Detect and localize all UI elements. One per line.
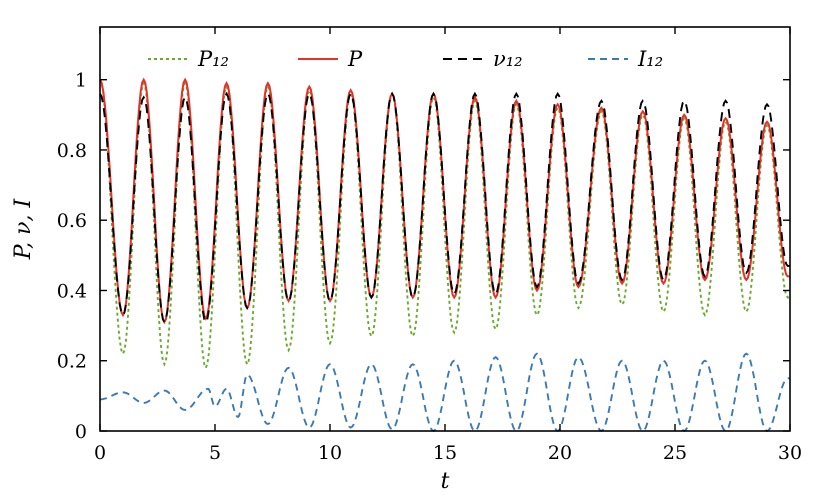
x-tick-label: 25	[663, 442, 687, 464]
x-tick-label: 30	[778, 442, 802, 464]
legend-label-1: P	[347, 47, 363, 71]
legend-label-0: P₁₂	[197, 47, 229, 71]
legend-label-2: ν₁₂	[493, 47, 523, 71]
y-tick-label: 0.4	[57, 280, 87, 302]
series-line-2	[99, 91, 790, 325]
x-tick-label: 0	[94, 442, 106, 464]
x-axis-label: t	[441, 469, 450, 494]
series-line-1	[99, 77, 790, 325]
legend-label-3: I₁₂	[637, 47, 663, 71]
y-tick-label: 0.2	[57, 351, 87, 373]
y-tick-label: 0	[75, 421, 87, 443]
x-tick-label: 5	[209, 442, 221, 464]
x-tick-label: 15	[433, 442, 457, 464]
ticks-layer: 0 5 10 15 20 25 30 0 0.2 0.4 0.6 0.8 1	[57, 27, 802, 464]
y-tick-label: 0.6	[57, 210, 87, 232]
x-tick-label: 20	[548, 442, 572, 464]
y-axis-label: P, ν, I	[11, 198, 36, 261]
y-tick-label: 0.8	[57, 140, 87, 162]
x-tick-label: 10	[318, 442, 342, 464]
y-tick-label: 1	[75, 70, 87, 92]
